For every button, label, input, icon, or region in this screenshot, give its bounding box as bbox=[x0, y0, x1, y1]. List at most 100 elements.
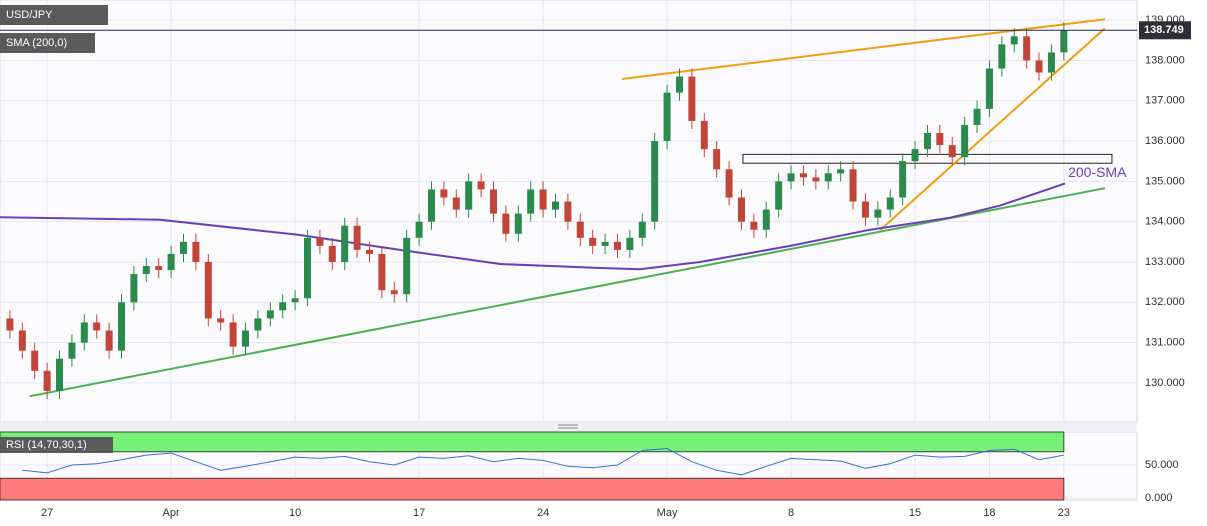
chart-title: USD/JPY bbox=[6, 9, 53, 21]
candle-body bbox=[452, 197, 460, 210]
title-box bbox=[0, 5, 108, 25]
candle-body bbox=[118, 302, 126, 351]
candle-body bbox=[180, 241, 188, 254]
trend-line bbox=[879, 27, 1106, 231]
candle-body bbox=[43, 370, 51, 391]
candle-body bbox=[68, 342, 76, 359]
rsi-line bbox=[22, 447, 1064, 476]
y-tick-label: 132.000 bbox=[1145, 296, 1185, 308]
candle-body bbox=[217, 318, 225, 323]
candle-body bbox=[576, 221, 584, 238]
candle-body bbox=[1035, 60, 1043, 73]
candle-body bbox=[440, 189, 448, 198]
candle-body bbox=[688, 76, 696, 121]
candle-body bbox=[415, 221, 423, 238]
candle-body bbox=[477, 181, 485, 190]
candle-body bbox=[998, 44, 1006, 69]
candle-body bbox=[626, 237, 634, 250]
candle-body bbox=[254, 318, 262, 331]
candle-body bbox=[1060, 30, 1068, 53]
labels: USD/JPY SMA (200,0) RSI (14,70,30,1) 27 A… bbox=[0, 5, 1191, 519]
candle-body bbox=[737, 197, 745, 222]
candle-body bbox=[527, 189, 535, 214]
candle-body bbox=[886, 197, 894, 210]
candle-body bbox=[365, 249, 373, 254]
candle-body bbox=[601, 241, 609, 246]
x-tick-label: 10 bbox=[289, 507, 301, 519]
candle-body bbox=[911, 149, 919, 162]
candle-body bbox=[6, 318, 14, 331]
y-tick-label: 130.000 bbox=[1145, 377, 1185, 389]
y-tick-label: 136.000 bbox=[1145, 135, 1185, 147]
candle-body bbox=[551, 201, 559, 210]
sma-annotation: 200-SMA bbox=[1068, 164, 1127, 180]
candle-body bbox=[93, 322, 101, 331]
candle-body bbox=[663, 92, 671, 142]
candle-body bbox=[700, 120, 708, 150]
sma-line bbox=[0, 182, 1066, 271]
candle-body bbox=[502, 213, 510, 234]
candle-body bbox=[279, 302, 287, 311]
y-tick-label: 133.000 bbox=[1145, 256, 1185, 268]
candle-body bbox=[651, 141, 659, 222]
y-tick-label: 131.000 bbox=[1145, 337, 1185, 349]
plot bbox=[0, 18, 1137, 501]
candle-body bbox=[899, 161, 907, 198]
x-tick-label: 24 bbox=[537, 507, 549, 519]
trend-line bbox=[622, 18, 1106, 80]
candle-body bbox=[713, 149, 721, 170]
candle-body bbox=[973, 108, 981, 125]
candle-body bbox=[539, 189, 547, 210]
indicator-box bbox=[0, 33, 95, 53]
y-tick-label: 0.000 bbox=[1145, 492, 1173, 504]
candle-body bbox=[613, 241, 621, 250]
candle-body bbox=[242, 330, 250, 347]
rsi-title: RSI (14,70,30,1) bbox=[6, 439, 87, 451]
candle-body bbox=[638, 221, 646, 238]
x-tick-label: May bbox=[657, 507, 678, 519]
candle-body bbox=[923, 133, 931, 150]
candle-body bbox=[316, 237, 324, 246]
candle-body bbox=[874, 209, 882, 218]
candle-body bbox=[353, 225, 361, 250]
candle-body bbox=[142, 266, 150, 275]
candle-body bbox=[56, 358, 64, 391]
candle-body bbox=[564, 201, 572, 222]
candle-body bbox=[1023, 36, 1031, 61]
candle-body bbox=[1010, 36, 1018, 45]
candle-body bbox=[589, 237, 597, 246]
candle-body bbox=[948, 145, 956, 158]
candle-body bbox=[775, 181, 783, 210]
x-tick-label: 27 bbox=[41, 507, 53, 519]
candle-body bbox=[427, 189, 435, 222]
candle-body bbox=[291, 298, 299, 303]
candle-body bbox=[105, 330, 113, 351]
candle-body bbox=[861, 201, 869, 218]
trend-line bbox=[29, 187, 1106, 398]
candle-body bbox=[266, 310, 274, 319]
candle-body bbox=[341, 225, 349, 262]
candle-body bbox=[403, 237, 411, 295]
candle-body bbox=[936, 133, 944, 146]
candle-body bbox=[303, 237, 311, 299]
x-tick-label: 23 bbox=[1058, 507, 1070, 519]
rsi-box bbox=[0, 437, 113, 453]
candle-body bbox=[787, 173, 795, 182]
indicator-label: SMA (200,0) bbox=[6, 37, 67, 49]
candle-body bbox=[18, 330, 26, 351]
x-tick-label: 8 bbox=[788, 507, 794, 519]
candle-body bbox=[514, 213, 522, 234]
candle-body bbox=[155, 266, 163, 271]
candle-body bbox=[192, 241, 200, 262]
candle-body bbox=[725, 169, 733, 198]
y-tick-label: 50.000 bbox=[1145, 459, 1179, 471]
candle-body bbox=[837, 169, 845, 174]
x-tick-label: 15 bbox=[909, 507, 921, 519]
candle-body bbox=[229, 322, 237, 347]
candle-body bbox=[799, 173, 807, 178]
candle-body bbox=[204, 261, 212, 319]
candle-body bbox=[985, 68, 993, 109]
candle-body bbox=[961, 124, 969, 158]
x-tick-label: 17 bbox=[413, 507, 425, 519]
